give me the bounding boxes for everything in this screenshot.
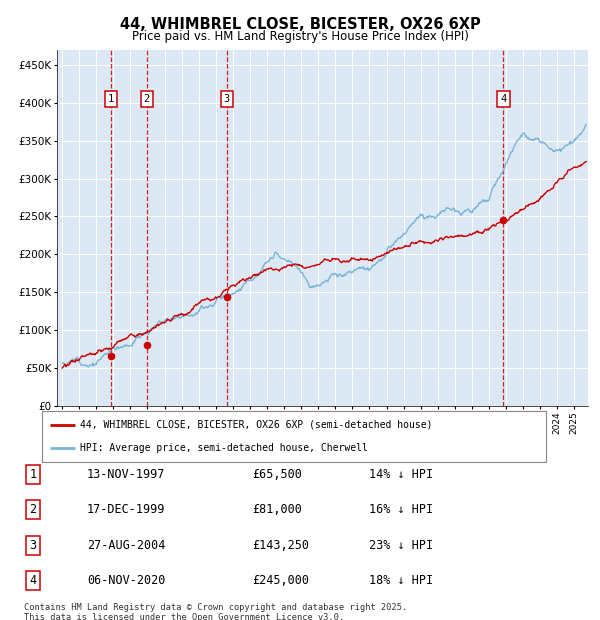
Text: 4: 4 <box>500 94 506 104</box>
Text: £245,000: £245,000 <box>252 575 309 587</box>
Text: 13-NOV-1997: 13-NOV-1997 <box>87 468 166 481</box>
Text: 1: 1 <box>108 94 114 104</box>
Text: 4: 4 <box>29 575 37 587</box>
Text: 18% ↓ HPI: 18% ↓ HPI <box>369 575 433 587</box>
Text: 3: 3 <box>224 94 230 104</box>
Text: This data is licensed under the Open Government Licence v3.0.: This data is licensed under the Open Gov… <box>24 613 344 620</box>
Text: 2: 2 <box>143 94 150 104</box>
Text: Price paid vs. HM Land Registry's House Price Index (HPI): Price paid vs. HM Land Registry's House … <box>131 30 469 43</box>
Text: 3: 3 <box>29 539 37 552</box>
Text: 16% ↓ HPI: 16% ↓ HPI <box>369 503 433 516</box>
Text: 06-NOV-2020: 06-NOV-2020 <box>87 575 166 587</box>
Text: HPI: Average price, semi-detached house, Cherwell: HPI: Average price, semi-detached house,… <box>80 443 368 453</box>
Text: Contains HM Land Registry data © Crown copyright and database right 2025.: Contains HM Land Registry data © Crown c… <box>24 603 407 612</box>
Text: 27-AUG-2004: 27-AUG-2004 <box>87 539 166 552</box>
Text: 1: 1 <box>29 468 37 481</box>
Text: £65,500: £65,500 <box>252 468 302 481</box>
Text: £81,000: £81,000 <box>252 503 302 516</box>
Text: 2: 2 <box>29 503 37 516</box>
Text: 14% ↓ HPI: 14% ↓ HPI <box>369 468 433 481</box>
Text: 23% ↓ HPI: 23% ↓ HPI <box>369 539 433 552</box>
Text: £143,250: £143,250 <box>252 539 309 552</box>
Text: 17-DEC-1999: 17-DEC-1999 <box>87 503 166 516</box>
Text: 44, WHIMBREL CLOSE, BICESTER, OX26 6XP (semi-detached house): 44, WHIMBREL CLOSE, BICESTER, OX26 6XP (… <box>80 420 432 430</box>
Text: 44, WHIMBREL CLOSE, BICESTER, OX26 6XP: 44, WHIMBREL CLOSE, BICESTER, OX26 6XP <box>119 17 481 32</box>
